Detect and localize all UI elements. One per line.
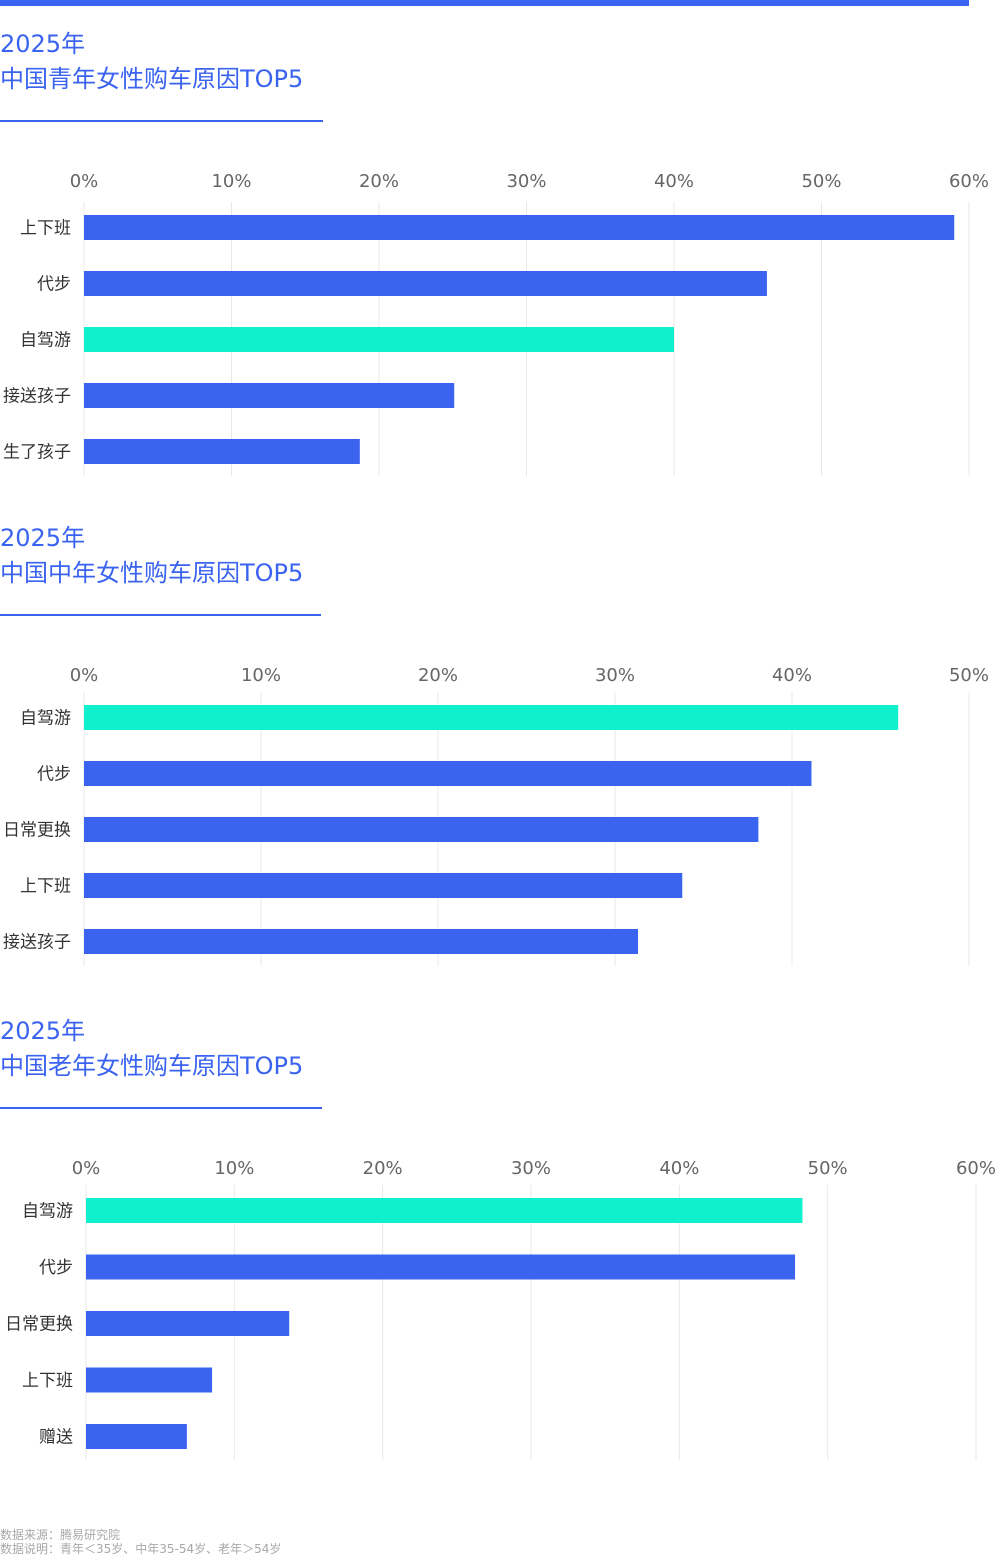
category-label: 日常更换	[5, 1315, 73, 1335]
x-tick-label: 30%	[506, 171, 546, 192]
x-tick-label: 10%	[241, 665, 281, 686]
x-tick-label: 60%	[956, 1158, 996, 1179]
x-tick-label: 0%	[70, 665, 99, 686]
category-label: 赠送	[39, 1428, 73, 1448]
x-tick-label: 0%	[72, 1158, 101, 1179]
category-label: 生了孩子	[3, 443, 71, 463]
bar	[84, 873, 683, 898]
bar	[84, 383, 455, 408]
category-label: 代步	[37, 275, 71, 295]
bar	[84, 271, 767, 296]
category-label: 上下班	[22, 1371, 73, 1391]
bar	[86, 1367, 213, 1393]
top-accent-bar	[0, 0, 969, 6]
x-tick-label: 60%	[949, 171, 989, 192]
category-label: 代步	[39, 1258, 73, 1278]
bar	[84, 439, 360, 464]
x-tick-label: 50%	[949, 665, 989, 686]
bar	[86, 1254, 796, 1280]
chart-title-middle: 中国中年女性购车原因TOP5	[0, 559, 304, 587]
x-tick-label: 10%	[214, 1158, 254, 1179]
chart-year-middle: 2025年	[0, 524, 86, 552]
title-underline-middle	[0, 614, 321, 616]
x-tick-label: 10%	[211, 171, 251, 192]
x-tick-label: 40%	[659, 1158, 699, 1179]
x-tick-label: 40%	[654, 171, 694, 192]
bar	[86, 1311, 290, 1336]
bar	[84, 705, 899, 730]
x-tick-label: 20%	[359, 171, 399, 192]
x-tick-label: 20%	[363, 1158, 403, 1179]
title-underline-senior	[0, 1107, 322, 1109]
bar	[84, 817, 759, 842]
category-label: 接送孩子	[3, 387, 71, 407]
chart-year-senior: 2025年	[0, 1017, 86, 1045]
category-label: 代步	[37, 765, 71, 785]
category-label: 上下班	[20, 219, 71, 239]
category-label: 自驾游	[20, 709, 71, 729]
x-tick-label: 30%	[595, 665, 635, 686]
x-tick-label: 30%	[511, 1158, 551, 1179]
bar	[86, 1424, 187, 1449]
chart-title-young: 中国青年女性购车原因TOP5	[0, 65, 304, 93]
x-tick-label: 50%	[801, 171, 841, 192]
category-label: 接送孩子	[3, 933, 71, 953]
title-underline-young	[0, 120, 323, 122]
category-label: 自驾游	[22, 1202, 73, 1222]
category-label: 自驾游	[20, 331, 71, 351]
x-tick-label: 40%	[772, 665, 812, 686]
category-label: 上下班	[20, 877, 71, 897]
bar	[84, 327, 674, 352]
data-definition-note: 数据说明：青年＜35岁、中年35-54岁、老年＞54岁	[0, 1542, 282, 1556]
bar	[84, 215, 955, 240]
bar	[84, 929, 639, 954]
x-tick-label: 0%	[70, 171, 99, 192]
x-tick-label: 50%	[808, 1158, 848, 1179]
bar	[86, 1198, 803, 1223]
bar	[84, 761, 812, 786]
chart-title-senior: 中国老年女性购车原因TOP5	[0, 1052, 304, 1080]
x-tick-label: 20%	[418, 665, 458, 686]
chart-year-young: 2025年	[0, 30, 86, 58]
footer: 数据来源：腾易研究院 数据说明：青年＜35岁、中年35-54岁、老年＞54岁	[0, 1528, 281, 1556]
data-source-note: 数据来源：腾易研究院	[0, 1528, 121, 1542]
category-label: 日常更换	[3, 821, 71, 841]
